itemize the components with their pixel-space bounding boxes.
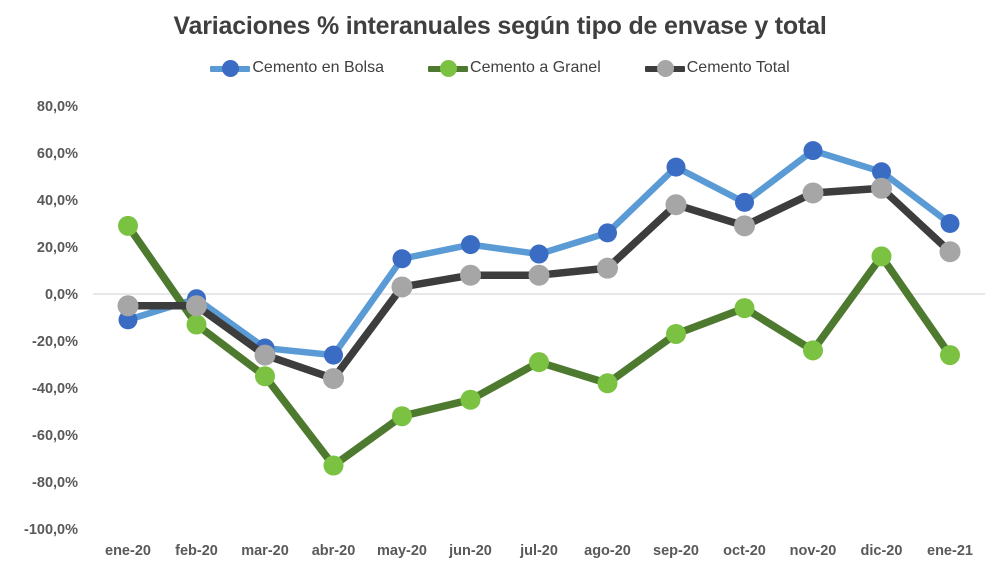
series-marker-cemento-total	[391, 276, 413, 298]
series-marker-cemento-en-bolsa	[666, 157, 686, 177]
series-marker-cemento-a-granel	[803, 340, 823, 361]
series-marker-cemento-total	[528, 264, 550, 286]
series-marker-cemento-a-granel	[871, 246, 892, 267]
series-marker-cemento-total	[186, 295, 207, 317]
legend-label: Cemento Total	[686, 59, 790, 76]
legend-item-cemento-a-granel: Cemento a Granel	[428, 59, 601, 77]
series-marker-cemento-total	[460, 264, 481, 286]
y-tick-label: -60,0%	[32, 428, 78, 444]
series-marker-cemento-a-granel	[734, 298, 755, 319]
x-tick-label: ago-20	[584, 543, 631, 559]
line-marker-icon	[644, 59, 685, 77]
series-marker-cemento-total	[254, 344, 276, 366]
x-tick-label: sep-20	[653, 543, 699, 559]
x-tick-label: may-20	[377, 543, 427, 559]
series-marker-cemento-a-granel	[529, 352, 549, 373]
series-marker-cemento-en-bolsa	[529, 244, 549, 264]
series-marker-cemento-a-granel	[323, 455, 344, 476]
series-marker-cemento-en-bolsa	[803, 141, 823, 161]
series-marker-cemento-en-bolsa	[598, 223, 617, 243]
y-tick-label: -80,0%	[32, 475, 78, 491]
series-marker-cemento-en-bolsa	[940, 214, 960, 233]
series-marker-cemento-a-granel	[597, 373, 618, 394]
y-tick-label: 40,0%	[37, 193, 78, 209]
series-marker-cemento-a-granel	[940, 345, 960, 366]
y-tick-label: -100,0%	[24, 522, 78, 538]
series-marker-cemento-total	[939, 241, 961, 263]
x-tick-label: oct-20	[723, 543, 766, 559]
x-tick-label: mar-20	[241, 543, 289, 559]
legend-item-cemento-en-bolsa: Cemento en Bolsa	[210, 59, 384, 77]
series-marker-cemento-en-bolsa	[461, 235, 480, 255]
legend-label: Cemento en Bolsa	[252, 59, 385, 76]
y-tick-label: 20,0%	[37, 240, 78, 256]
y-tick-label: 80,0%	[37, 99, 78, 115]
y-tick-label: 0,0%	[45, 287, 78, 303]
x-tick-label: ene-20	[105, 543, 151, 559]
chart-title: Variaciones % interanuales según tipo de…	[173, 12, 827, 40]
y-tick-label: -40,0%	[32, 381, 78, 397]
y-tick-label: 60,0%	[37, 146, 78, 162]
x-tick-label: abr-20	[312, 543, 356, 559]
series-marker-cemento-total	[117, 295, 139, 317]
x-tick-label: jun-20	[448, 543, 492, 559]
series-marker-cemento-en-bolsa	[324, 345, 343, 365]
line-marker-icon	[210, 59, 251, 77]
legend: Cemento en Bolsa Cemento a Granel Cement…	[0, 59, 1000, 77]
series-marker-cemento-total	[665, 194, 687, 216]
series-marker-cemento-a-granel	[255, 366, 275, 387]
series-marker-cemento-total	[323, 368, 344, 390]
series-marker-cemento-en-bolsa	[392, 249, 412, 269]
y-tick-label: -20,0%	[32, 334, 78, 350]
x-tick-label: feb-20	[175, 543, 218, 559]
series-marker-cemento-a-granel	[460, 389, 481, 410]
legend-label: Cemento a Granel	[470, 59, 601, 76]
x-tick-label: dic-20	[861, 543, 903, 559]
series-marker-cemento-total	[871, 177, 892, 199]
series-marker-cemento-en-bolsa	[872, 162, 891, 182]
series-marker-cemento-a-granel	[186, 314, 207, 335]
legend-item-cemento-total: Cemento Total	[644, 59, 790, 77]
line-marker-icon	[428, 59, 469, 77]
series-marker-cemento-a-granel	[118, 215, 138, 236]
x-tick-label: jul-20	[519, 543, 558, 559]
series-marker-cemento-total	[734, 215, 755, 237]
x-tick-label: nov-20	[790, 543, 837, 559]
series-marker-cemento-total	[597, 257, 618, 279]
series-marker-cemento-total	[802, 182, 824, 204]
series-marker-cemento-a-granel	[666, 323, 686, 344]
x-tick-label: ene-21	[927, 543, 973, 559]
series-marker-cemento-a-granel	[392, 406, 412, 427]
series-marker-cemento-en-bolsa	[735, 192, 754, 212]
